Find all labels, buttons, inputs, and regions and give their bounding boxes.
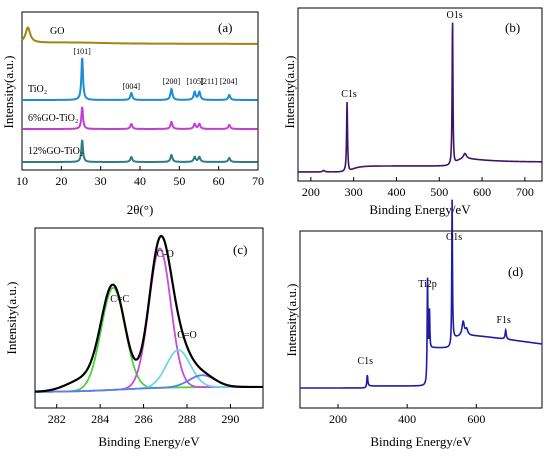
panel-d-frame xyxy=(299,230,543,409)
panel-a-tick-label: 70 xyxy=(252,174,264,188)
peak-label: [211] xyxy=(200,77,217,86)
envelope-line xyxy=(34,234,263,393)
component-line-1 xyxy=(35,247,263,393)
panel-a-tick-label: 60 xyxy=(213,174,225,188)
annotation-cc: C=C xyxy=(110,294,129,305)
panel-c-x-ticks: 282 284 286 288 290 xyxy=(48,404,239,426)
series-label-3: 12%GO-TiO₂ xyxy=(28,146,83,157)
panel-b-spectrum-line xyxy=(298,22,542,173)
peak-label: [004] xyxy=(123,82,141,91)
panel-a-series-labels: GO TiO₂ 6%GO-TiO₂ 12%GO-TiO₂ xyxy=(28,26,83,157)
peak-label: [101] xyxy=(74,47,92,56)
annotation-co: C-O xyxy=(157,249,174,260)
annotation-f1s: F1s xyxy=(496,315,511,326)
panel-a-tick-label: 50 xyxy=(173,174,185,188)
panel-d-tick-label: 400 xyxy=(398,412,416,426)
panel-b-tick-label: 700 xyxy=(516,185,534,199)
panel-b-annotations: C1s O1s xyxy=(341,10,462,100)
panel-a-xrd: 10 20 30 40 50 60 70 GO TiO₂ 6%GO-TiO₂ 12%GO-TiO₂… xyxy=(1,11,264,217)
panel-b-x-ticks: 200 300 400 500 600 700 xyxy=(302,177,534,199)
panel-b-tick-label: 300 xyxy=(345,185,363,199)
annotation-o1s: O1s xyxy=(446,232,462,243)
panel-a-tick-label: 20 xyxy=(55,174,67,188)
annotation-c1s: C1s xyxy=(341,89,357,100)
panel-d-xps-survey: 200 400 600 C1s Ti2p O1s F1s (d) Intensity(a.… xyxy=(284,199,543,449)
peak-label: [204] xyxy=(220,77,238,86)
panel-a-tag: (a) xyxy=(218,20,232,35)
series-label-1: TiO₂ xyxy=(28,84,47,95)
series-label-2: 6%GO-TiO₂ xyxy=(28,113,78,124)
panel-b-tick-label: 600 xyxy=(473,185,491,199)
panel-c-tick-label: 290 xyxy=(221,412,239,426)
panel-c-ylabel: Intensity(a.u.) xyxy=(4,282,19,355)
series-label-0: GO xyxy=(50,26,64,37)
panel-a-xlabel: 2θ(°) xyxy=(127,202,154,217)
panel-d-tick-label: 200 xyxy=(329,412,347,426)
annotation-o1s: O1s xyxy=(446,10,462,21)
panel-d-tick-label: 600 xyxy=(467,412,485,426)
panel-d-annotations: C1s Ti2p O1s F1s xyxy=(357,232,511,367)
panel-b-tag: (b) xyxy=(505,20,520,35)
panel-c-xlabel: Binding Energy/eV xyxy=(98,434,200,449)
panel-a-series xyxy=(21,26,258,163)
panel-c-c1s-fit: 282 284 286 288 290 C=C C-O C=O (c) Intensity(… xyxy=(4,227,264,449)
panel-c-tick-label: 288 xyxy=(178,412,196,426)
panel-c-tag: (c) xyxy=(233,242,247,257)
panel-d-x-ticks: 200 400 600 xyxy=(329,404,485,426)
series-line-0 xyxy=(21,26,258,45)
panel-a-tick-label: 40 xyxy=(134,174,146,188)
peak-label: [105] xyxy=(186,77,204,86)
panel-b-frame xyxy=(297,7,543,182)
panel-b-xps-survey: 200 300 400 500 600 700 C1s O1s (b) Intensity(… xyxy=(282,7,543,217)
panel-d-ylabel: Intensity(a.u.) xyxy=(284,284,299,357)
series-line-3 xyxy=(22,139,258,163)
panel-c-series xyxy=(34,234,263,393)
panel-c-tick-label: 286 xyxy=(135,412,153,426)
series-line-1 xyxy=(22,57,258,101)
panel-b-ylabel: Intensity(a.u.) xyxy=(282,56,297,129)
panel-d-spectrum-line xyxy=(300,199,543,389)
annotation-c1s: C1s xyxy=(357,356,373,367)
panel-c-annotations: C=C C-O C=O xyxy=(110,249,197,341)
panel-a-tick-label: 10 xyxy=(16,174,28,188)
panel-c-tick-label: 282 xyxy=(48,412,66,426)
panel-d-xlabel: Binding Energy/eV xyxy=(370,434,472,449)
panel-b-tick-label: 500 xyxy=(430,185,448,199)
panel-d-tag: (d) xyxy=(508,264,523,279)
panel-b-tick-label: 200 xyxy=(302,185,320,199)
panel-b-tick-label: 400 xyxy=(387,185,405,199)
panel-b-xlabel: Binding Energy/eV xyxy=(369,202,471,217)
panel-a-x-ticks: 10 20 30 40 50 60 70 xyxy=(16,166,264,188)
series-line-2 xyxy=(22,106,258,130)
peak-label: [200] xyxy=(163,77,181,86)
panel-a-peak-labels: [101] [004] [200] [105][211] [204] xyxy=(74,47,238,91)
panel-c-frame xyxy=(34,227,264,409)
panel-a-ylabel: Intensity(a.u.) xyxy=(1,56,16,129)
panel-c-tick-label: 284 xyxy=(91,412,109,426)
panel-a-tick-label: 30 xyxy=(95,174,107,188)
annotation-ti2p: Ti2p xyxy=(418,279,437,290)
annotation-c-o-double: C=O xyxy=(177,330,197,341)
